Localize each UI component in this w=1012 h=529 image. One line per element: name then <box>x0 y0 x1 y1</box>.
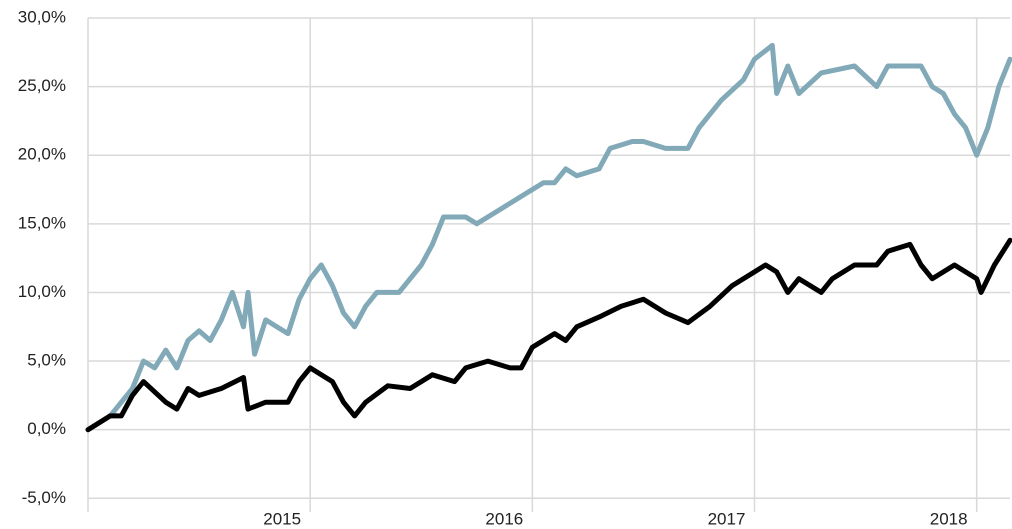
x-tick-label: 2016 <box>485 509 523 528</box>
y-tick-label: 20,0% <box>18 145 66 164</box>
y-tick-label: 15,0% <box>18 213 66 232</box>
y-tick-label: 25,0% <box>18 76 66 95</box>
x-tick-label: 2017 <box>708 509 746 528</box>
x-tick-label: 2015 <box>263 509 301 528</box>
x-tick-label: 2018 <box>930 509 968 528</box>
y-tick-label: 30,0% <box>18 7 66 26</box>
line-series <box>85 42 1012 433</box>
y-tick-label: 0,0% <box>27 419 66 438</box>
y-tick-label: 5,0% <box>27 351 66 370</box>
line-series <box>85 237 1012 433</box>
y-tick-label: -5,0% <box>22 488 66 507</box>
y-tick-label: 10,0% <box>18 282 66 301</box>
